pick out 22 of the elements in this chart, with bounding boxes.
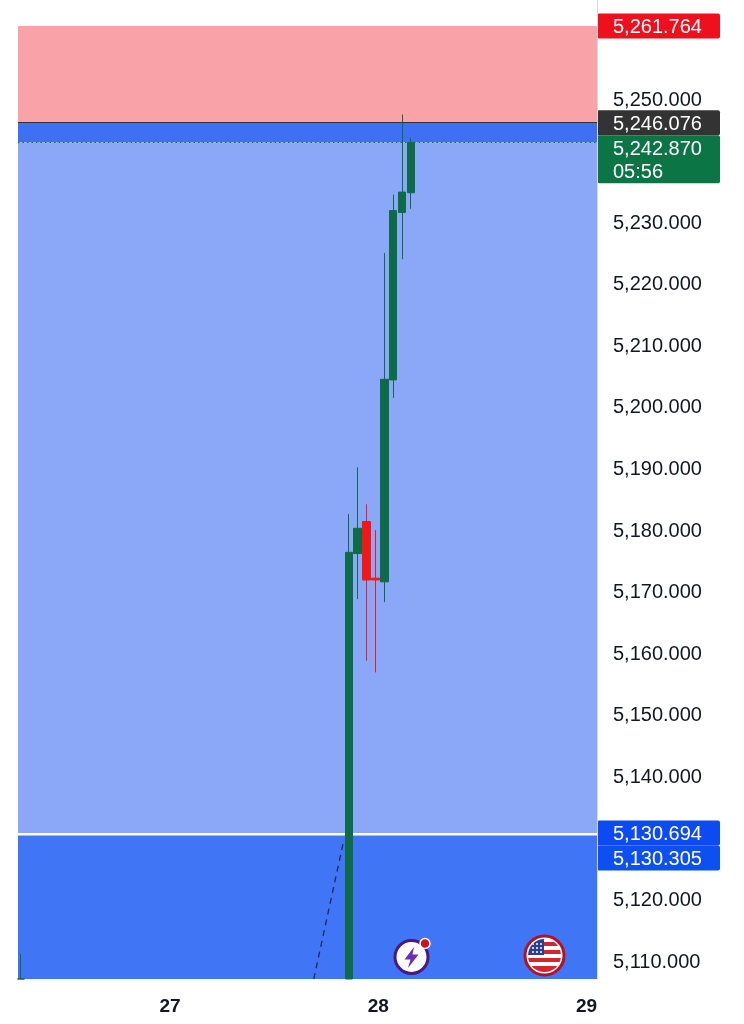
x-tick-label: 28: [367, 995, 389, 1016]
ref-line-label: 5,242.870 05:56: [613, 136, 702, 182]
ref-line-label: 5,246.076: [613, 111, 702, 134]
band-label: 5,261.764: [613, 15, 702, 38]
y-tick-label: 5,230.000: [613, 210, 702, 233]
y-tick-label: 5,160.000: [613, 641, 702, 664]
y-tick-label: 5,250.000: [613, 87, 702, 110]
y-tick-label: 5,170.000: [613, 580, 702, 603]
y-tick-label: 5,200.000: [613, 395, 702, 418]
y-tick-label: 5,140.000: [613, 764, 702, 787]
x-tick-label: 29: [576, 995, 598, 1016]
y-tick-label: 5,190.000: [613, 456, 702, 479]
x-tick-label: 27: [159, 995, 181, 1016]
y-tick-label: 5,150.000: [613, 703, 702, 726]
y-tick-label: 5,110.000: [613, 949, 701, 972]
y-tick-label: 5,120.000: [613, 887, 702, 910]
y-tick-label: 5,210.000: [613, 333, 702, 356]
band-label: 5,130.694: [613, 822, 702, 845]
y-tick-label: 5,220.000: [613, 272, 702, 295]
y-tick-label: 5,180.000: [613, 518, 702, 541]
candlestick: [17, 953, 25, 980]
band-label: 5,130.305: [613, 847, 702, 870]
